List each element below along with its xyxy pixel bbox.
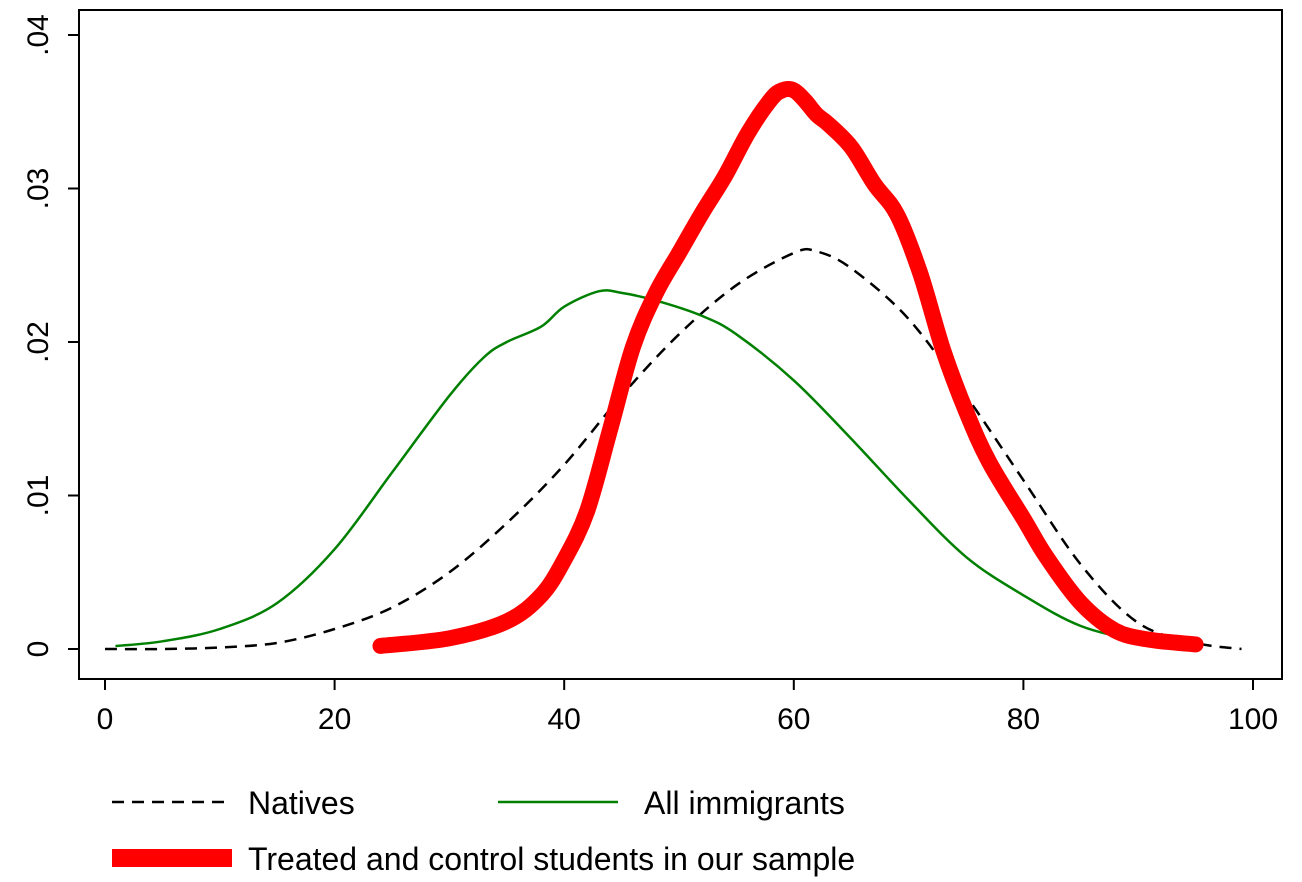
series-sample xyxy=(372,81,1204,654)
y-axis: 0 .01 .02 .03 .04 xyxy=(22,14,79,657)
x-tick-label: 0 xyxy=(97,703,114,736)
series-natives xyxy=(104,247,1242,651)
plot-frame xyxy=(78,9,1283,680)
y-tick-label: .04 xyxy=(22,14,55,56)
x-tick-label: 60 xyxy=(777,703,810,736)
y-tick-label: .02 xyxy=(22,321,55,363)
legend: Natives All immigrants Treated and contr… xyxy=(112,785,855,877)
series-layer xyxy=(104,81,1242,654)
y-tick-label: .01 xyxy=(22,475,55,517)
series-all-immigrants xyxy=(115,289,1197,648)
x-axis: 0 20 40 60 80 100 xyxy=(97,679,1278,736)
x-tick-label: 20 xyxy=(318,703,351,736)
x-tick-label: 80 xyxy=(1007,703,1040,736)
x-tick-label: 40 xyxy=(548,703,581,736)
x-tick-label: 100 xyxy=(1228,703,1278,736)
y-tick-label: .03 xyxy=(22,168,55,210)
legend-label-natives: Natives xyxy=(248,785,355,821)
legend-label-all-immigrants: All immigrants xyxy=(644,785,845,821)
legend-label-sample: Treated and control students in our samp… xyxy=(248,841,855,877)
y-tick-label: 0 xyxy=(22,641,55,658)
